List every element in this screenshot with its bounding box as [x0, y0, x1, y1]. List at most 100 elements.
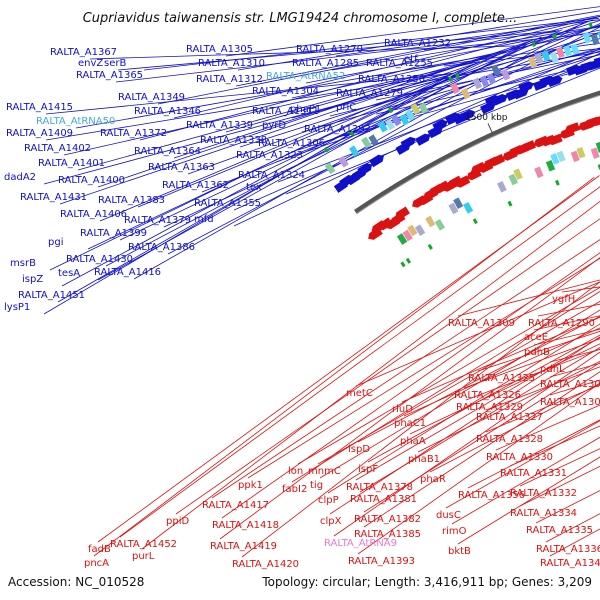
reverse-gene-label[interactable]: RALTA_AtRNA9: [324, 538, 397, 549]
forward-gene-label[interactable]: RALTA_A1324: [238, 170, 305, 181]
forward-gene-label[interactable]: RALTA_AtRNA50: [36, 116, 115, 127]
forward-gene-label[interactable]: RALTA_A1365: [76, 70, 143, 81]
reverse-gene-label[interactable]: RALTA_A1417: [202, 500, 269, 511]
reverse-gene-label[interactable]: RALTA_A1332: [510, 488, 577, 499]
reverse-gene-label[interactable]: RALTA_A1336: [536, 544, 600, 555]
reverse-gene-label[interactable]: phaC1: [394, 418, 426, 429]
reverse-gene-label[interactable]: purL: [132, 551, 155, 562]
forward-gene-label[interactable]: RALTA_A1362: [162, 180, 229, 191]
forward-gene-label[interactable]: RALTA_A1363: [148, 162, 215, 173]
forward-gene-label[interactable]: RALTA_A1409: [6, 128, 73, 139]
reverse-gene-label[interactable]: RALTA_A1335: [526, 525, 593, 536]
forward-gene-label[interactable]: RALTA_A1304: [252, 86, 319, 97]
reverse-gene-label[interactable]: phaR: [420, 474, 446, 485]
reverse-gene-label[interactable]: RALTA_A1419: [210, 541, 277, 552]
forward-gene-label[interactable]: RALTA_AtRNA52: [266, 71, 345, 82]
forward-gene-label[interactable]: lysP1: [4, 302, 30, 313]
reverse-gene-label[interactable]: RALTA_A1331: [500, 468, 567, 479]
reverse-gene-label[interactable]: RALTA_A1385: [354, 529, 421, 540]
reverse-gene-label[interactable]: RALTA_A1329: [456, 402, 523, 413]
forward-gene-label[interactable]: RALTA_A1339: [186, 120, 253, 131]
forward-gene-label[interactable]: phaP1: [290, 104, 321, 115]
forward-gene-label[interactable]: envZ: [78, 58, 103, 69]
forward-gene-label[interactable]: RALTA_A1399: [80, 228, 147, 239]
reverse-gene-label[interactable]: ispF: [358, 464, 378, 475]
forward-gene-label[interactable]: RALTA_A1349: [118, 92, 185, 103]
forward-gene-label[interactable]: mfd: [194, 214, 214, 225]
reverse-gene-label[interactable]: RALTA_A1327: [476, 412, 543, 423]
reverse-gene-label[interactable]: RALTA_A1378: [346, 482, 413, 493]
forward-gene-label[interactable]: ispZ: [22, 274, 43, 285]
forward-gene-label[interactable]: RALTA_A1306: [258, 138, 325, 149]
forward-gene-label[interactable]: RALTA_A1364: [134, 146, 201, 157]
forward-gene-label[interactable]: RALTA_A1415: [6, 102, 73, 113]
forward-gene-label[interactable]: RALTA_A1451: [18, 290, 85, 301]
forward-gene-label[interactable]: serB: [104, 58, 126, 69]
reverse-gene-label[interactable]: RALTA_A1381: [350, 494, 417, 505]
reverse-gene-label[interactable]: tig: [310, 480, 323, 491]
reverse-gene-label[interactable]: clpX: [320, 516, 342, 527]
forward-gene-label[interactable]: dadA2: [4, 172, 36, 183]
forward-gene-label[interactable]: RALTA_A1323: [236, 150, 303, 161]
reverse-gene-label[interactable]: rimO: [442, 526, 467, 537]
forward-gene-label[interactable]: RALTA_A1406: [60, 209, 127, 220]
reverse-gene-label[interactable]: RALTA_A1418: [212, 520, 279, 531]
reverse-gene-label[interactable]: RALTA_A1302: [540, 379, 600, 390]
reverse-gene-label[interactable]: RALTA_A1420: [232, 559, 299, 570]
reverse-gene-label[interactable]: RALTA_A1334: [510, 508, 577, 519]
reverse-gene-label[interactable]: fabI2: [282, 484, 307, 495]
forward-gene-label[interactable]: RALTA_A1367: [50, 47, 117, 58]
reverse-gene-label[interactable]: rluD: [392, 404, 413, 415]
forward-gene-label[interactable]: RALTA_A1372: [100, 128, 167, 139]
forward-gene-label[interactable]: RALTA_A1346: [134, 106, 201, 117]
reverse-gene-label[interactable]: bktB: [448, 546, 471, 557]
reverse-gene-label[interactable]: dusC: [436, 510, 461, 521]
forward-gene-label[interactable]: RALTA_A1401: [38, 158, 105, 169]
reverse-gene-label[interactable]: phaA: [400, 436, 426, 447]
forward-gene-label[interactable]: tesA: [58, 268, 80, 279]
forward-gene-label[interactable]: RALTA_A1285: [292, 58, 359, 69]
reverse-gene-label[interactable]: ygfH: [552, 294, 575, 305]
reverse-gene-label[interactable]: clpP: [318, 495, 339, 506]
forward-gene-label[interactable]: etf: [404, 54, 418, 65]
forward-gene-label[interactable]: RALTA_A1379: [124, 215, 191, 226]
forward-gene-label[interactable]: RALTA_A1312: [196, 74, 263, 85]
reverse-gene-label[interactable]: pdhL: [540, 364, 565, 375]
reverse-gene-label[interactable]: fadB: [88, 544, 111, 555]
reverse-gene-label[interactable]: mnmC: [308, 466, 341, 477]
reverse-gene-label[interactable]: RALTA_A1307: [540, 397, 600, 408]
forward-gene-label[interactable]: RALTA_A1355: [194, 198, 261, 209]
reverse-gene-label[interactable]: ispD: [348, 444, 370, 455]
reverse-gene-label[interactable]: RALTA_A1309: [448, 318, 515, 329]
forward-gene-label[interactable]: RALTA_A1310: [198, 58, 265, 69]
reverse-gene-label[interactable]: pdhB: [524, 347, 550, 358]
reverse-gene-label[interactable]: phaB1: [408, 454, 440, 465]
forward-gene-label[interactable]: RALTA_A1383: [98, 195, 165, 206]
reverse-gene-label[interactable]: RALTA_A1356: [458, 490, 525, 501]
reverse-gene-label[interactable]: aceE: [524, 332, 548, 343]
reverse-gene-label[interactable]: RALTA_A1382: [354, 514, 421, 525]
reverse-gene-label[interactable]: RALTA_A1290: [528, 318, 595, 329]
reverse-gene-label[interactable]: lon: [288, 466, 303, 477]
forward-gene-label[interactable]: RALTA_A1386: [128, 242, 195, 253]
forward-gene-label[interactable]: RALTA_A1431: [20, 192, 87, 203]
forward-gene-label[interactable]: RALTA_A1292: [304, 124, 371, 135]
reverse-gene-label[interactable]: ppk1: [238, 480, 263, 491]
reverse-gene-label[interactable]: ppiD: [166, 516, 189, 527]
reverse-gene-label[interactable]: pncA: [84, 558, 109, 569]
forward-gene-label[interactable]: RALTA_A1305: [186, 44, 253, 55]
forward-gene-label[interactable]: RALTA_A1311: [252, 106, 319, 117]
forward-gene-label[interactable]: RALTA_A1279: [336, 88, 403, 99]
forward-gene-label[interactable]: RALTA_A1232: [384, 38, 451, 49]
reverse-gene-label[interactable]: RALTA_A1330: [486, 452, 553, 463]
forward-gene-label[interactable]: RALTA_A1402: [24, 143, 91, 154]
reverse-gene-label[interactable]: metC: [346, 388, 373, 399]
forward-gene-label[interactable]: pyrD: [262, 120, 286, 131]
forward-gene-label[interactable]: RALTA_A1416: [94, 267, 161, 278]
forward-gene-label[interactable]: msrB: [10, 258, 36, 269]
forward-gene-label[interactable]: RALTA_A1430: [66, 254, 133, 265]
forward-gene-label[interactable]: RALTA_A1270: [296, 44, 363, 55]
reverse-gene-label[interactable]: RALTA_A1328: [476, 434, 543, 445]
forward-gene-label[interactable]: RALTA_A1256: [358, 74, 425, 85]
forward-gene-label[interactable]: RALTA_A1400: [58, 175, 125, 186]
